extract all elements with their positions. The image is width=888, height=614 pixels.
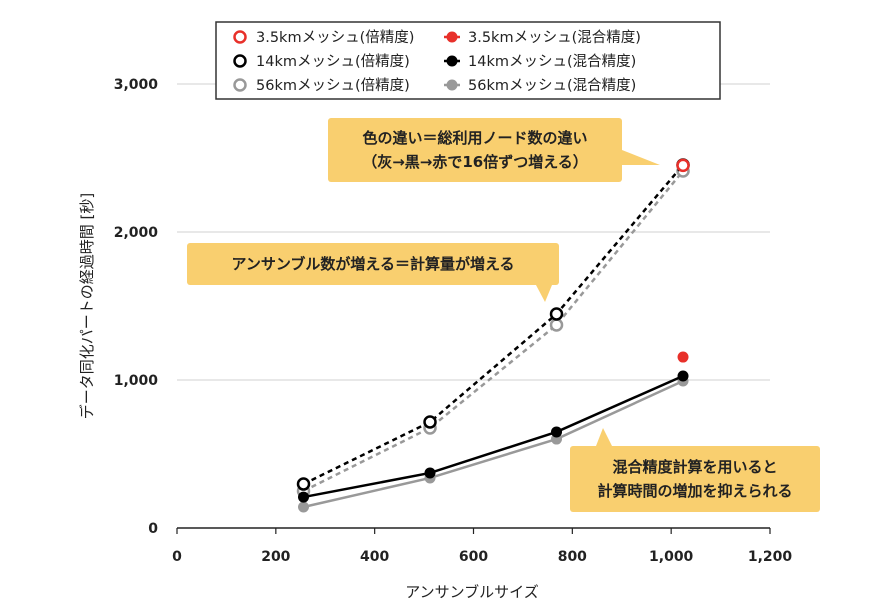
callout-text: 色の違い＝総利用ノード数の違い <box>362 129 587 147</box>
callout-1: アンサンブル数が増える＝計算量が増える <box>187 243 559 302</box>
y-tick-label: 1,000 <box>114 373 159 389</box>
series-5 <box>677 351 689 363</box>
data-point <box>298 501 310 513</box>
data-point <box>551 426 563 438</box>
legend-label: 3.5kmメッシュ(混合精度) <box>468 29 641 46</box>
legend-label: 14kmメッシュ(倍精度) <box>256 53 410 70</box>
legend-marker <box>446 79 458 91</box>
data-point <box>549 307 564 321</box>
legend-label: 56kmメッシュ(倍精度) <box>256 77 410 94</box>
data-point <box>677 351 689 363</box>
data-point <box>298 491 310 503</box>
callout-text: アンサンブル数が増える＝計算量が増える <box>231 255 514 273</box>
series-line <box>302 164 684 486</box>
data-point <box>549 318 564 332</box>
callout-pointer <box>536 285 552 302</box>
callout-pointer <box>622 150 660 165</box>
legend-box <box>215 21 721 100</box>
y-tick-label: 0 <box>148 521 158 537</box>
legend-label: 14kmメッシュ(混合精度) <box>468 53 636 70</box>
callout-text: 混合精度計算を用いると <box>612 458 777 476</box>
callout-box <box>328 118 622 182</box>
legend-marker <box>233 54 247 68</box>
x-tick-label: 800 <box>558 549 587 565</box>
series-2 <box>676 158 690 173</box>
series-line <box>303 374 684 499</box>
callout-box <box>187 243 559 285</box>
data-point <box>423 415 437 429</box>
legend-label: 56kmメッシュ(混合精度) <box>468 77 636 94</box>
x-axis-label: アンサンブルサイズ <box>405 583 539 601</box>
data-point <box>424 467 436 479</box>
callout-0: 色の違い＝総利用ノード数の違い （灰→黒→赤で16倍ずつ増える） <box>328 118 660 182</box>
data-point <box>676 158 690 173</box>
x-tick-label: 400 <box>360 549 389 565</box>
callout-text: （灰→黒→赤で16倍ずつ増える） <box>362 153 588 171</box>
series-4 <box>298 370 689 503</box>
x-tick-label: 200 <box>261 549 290 565</box>
series-line <box>302 170 684 493</box>
x-tick-label: 1,200 <box>748 549 793 565</box>
callout-box <box>570 446 820 512</box>
legend-label: 3.5kmメッシュ(倍精度) <box>256 29 414 46</box>
y-axis-label: データ同化パートの経過時間 [秒] <box>78 193 96 419</box>
data-point <box>677 370 689 382</box>
data-point <box>296 477 311 491</box>
x-tick-label: 1,000 <box>649 549 694 565</box>
x-tick-label: 600 <box>459 549 488 565</box>
legend-marker <box>446 31 458 43</box>
y-tick-label: 3,000 <box>114 77 159 93</box>
legend-marker <box>233 78 247 92</box>
x-tick-label: 0 <box>172 549 182 565</box>
series-line <box>303 379 684 509</box>
series-1 <box>296 158 690 491</box>
callout-text: 計算時間の増加を抑えられる <box>597 482 792 500</box>
legend-marker <box>446 55 458 67</box>
y-tick-label: 2,000 <box>114 225 159 241</box>
callout-pointer <box>596 428 612 446</box>
legend-marker <box>233 30 247 44</box>
